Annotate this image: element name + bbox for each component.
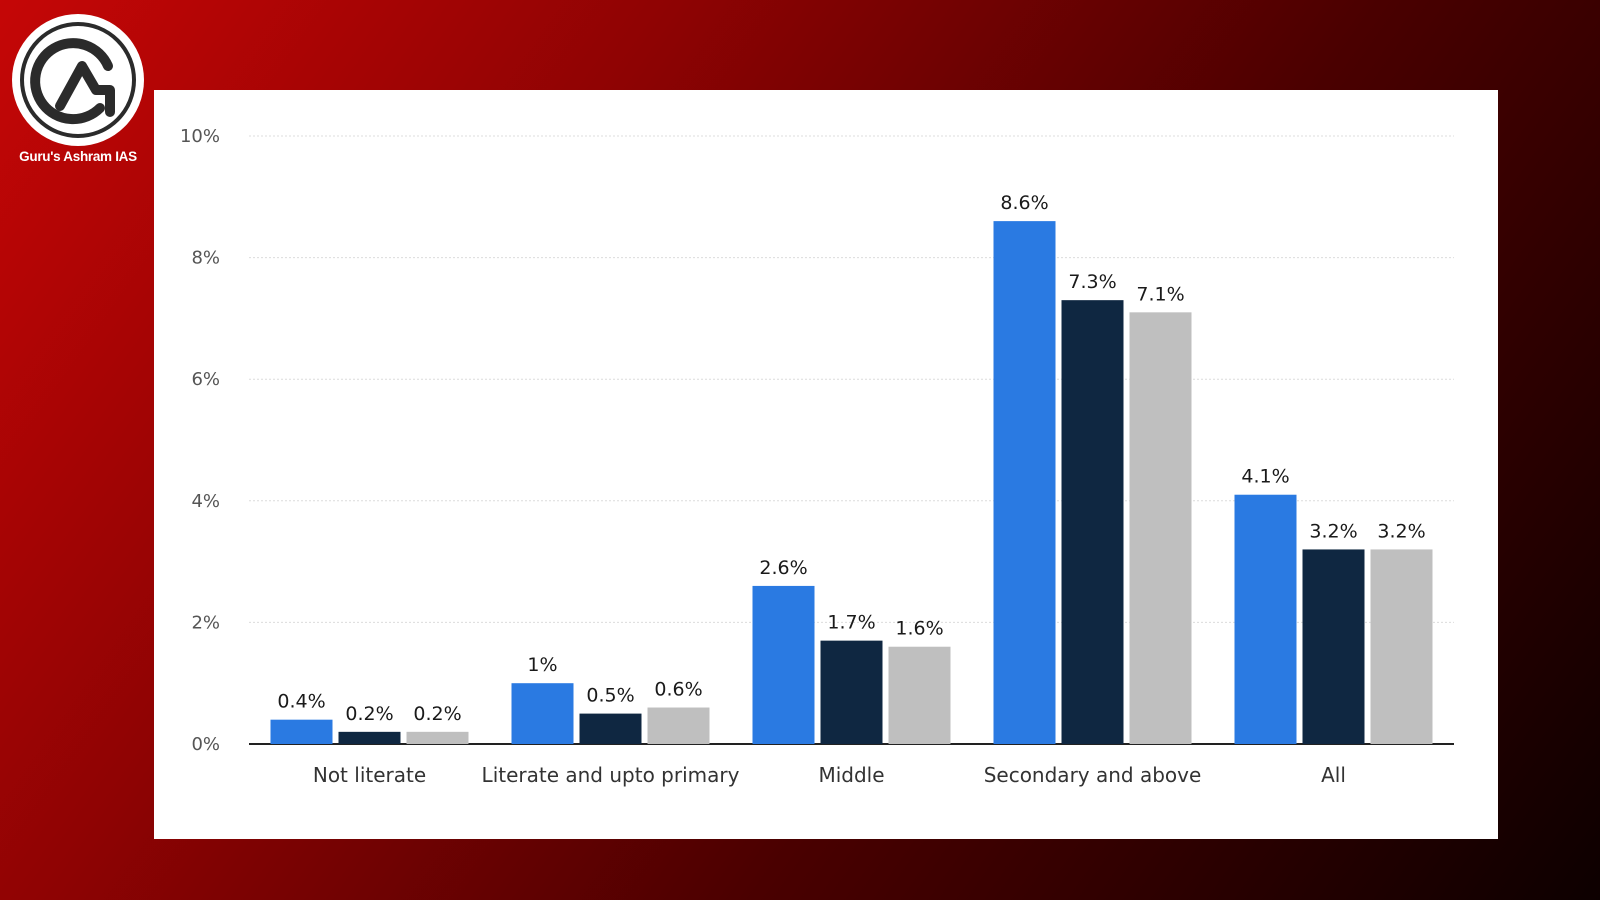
data-label: 8.6% (1000, 192, 1048, 214)
bar (338, 731, 401, 744)
bar (1129, 312, 1192, 744)
chart-panel: 0% 2% 4% 6% 8% 10% 0.4% 0.2% 0.2% Not literate 1% 0… (154, 90, 1498, 839)
y-tick-label: 0% (191, 734, 220, 755)
data-label: 3.2% (1309, 520, 1357, 542)
data-label: 0.2% (345, 703, 393, 725)
bar (752, 585, 815, 744)
y-tick-label: 10% (180, 126, 220, 147)
data-label: 1.6% (895, 618, 943, 640)
data-label: 0.6% (654, 679, 702, 701)
data-label: 3.2% (1377, 520, 1425, 542)
y-tick-label: 6% (191, 369, 220, 390)
bar (1234, 494, 1297, 744)
category-label: Middle (818, 763, 884, 787)
category-label: Secondary and above (984, 763, 1202, 787)
data-label: 0.4% (277, 691, 325, 713)
category-label: Literate and upto primary (482, 763, 740, 787)
data-label: 1.7% (827, 612, 875, 634)
logo-text: Guru's Ashram IAS (19, 149, 137, 164)
data-label: 7.1% (1136, 283, 1184, 305)
y-tick-label: 8% (191, 248, 220, 269)
data-label: 1% (527, 654, 557, 676)
data-label: 7.3% (1068, 271, 1116, 293)
data-label: 4.1% (1241, 466, 1289, 488)
bar (1370, 549, 1433, 744)
category-label: All (1321, 763, 1346, 787)
data-label: 0.5% (586, 685, 634, 707)
y-tick-label: 2% (191, 612, 220, 633)
bar (406, 731, 469, 744)
bar (993, 221, 1056, 744)
logo-badge (12, 14, 144, 146)
bar (1302, 549, 1365, 744)
bar (270, 719, 333, 744)
ga-monogram-icon (20, 22, 136, 138)
bar-chart: 0% 2% 4% 6% 8% 10% 0.4% 0.2% 0.2% Not literate 1% 0… (180, 126, 1454, 787)
bar (888, 646, 951, 744)
brand-logo: Guru's Ashram IAS (10, 14, 146, 166)
category-label: Not literate (313, 763, 426, 787)
bar (820, 640, 883, 744)
data-label: 0.2% (413, 703, 461, 725)
bar (511, 683, 574, 744)
data-label: 2.6% (759, 557, 807, 579)
y-tick-label: 4% (191, 491, 220, 512)
bar (647, 707, 710, 744)
bar (1061, 300, 1124, 744)
bar (579, 713, 642, 744)
